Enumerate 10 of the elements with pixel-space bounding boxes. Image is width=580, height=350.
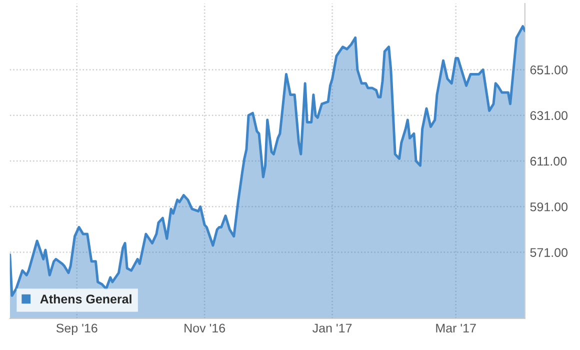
y-tick-label: 631.00 — [530, 111, 568, 120]
y-tick-label: 651.00 — [530, 65, 568, 74]
x-tick-label: Mar '17 — [436, 324, 476, 333]
y-tick-label: 591.00 — [530, 202, 568, 212]
legend-label: Athens General — [40, 294, 132, 304]
x-tick-label: Sep '16 — [56, 324, 98, 336]
x-tick-label: Nov '16 — [184, 324, 226, 333]
y-tick-label: 571.00 — [530, 248, 568, 257]
y-tick-label: 611.00 — [530, 156, 567, 166]
x-tick-label: Jan '17 — [312, 324, 352, 333]
